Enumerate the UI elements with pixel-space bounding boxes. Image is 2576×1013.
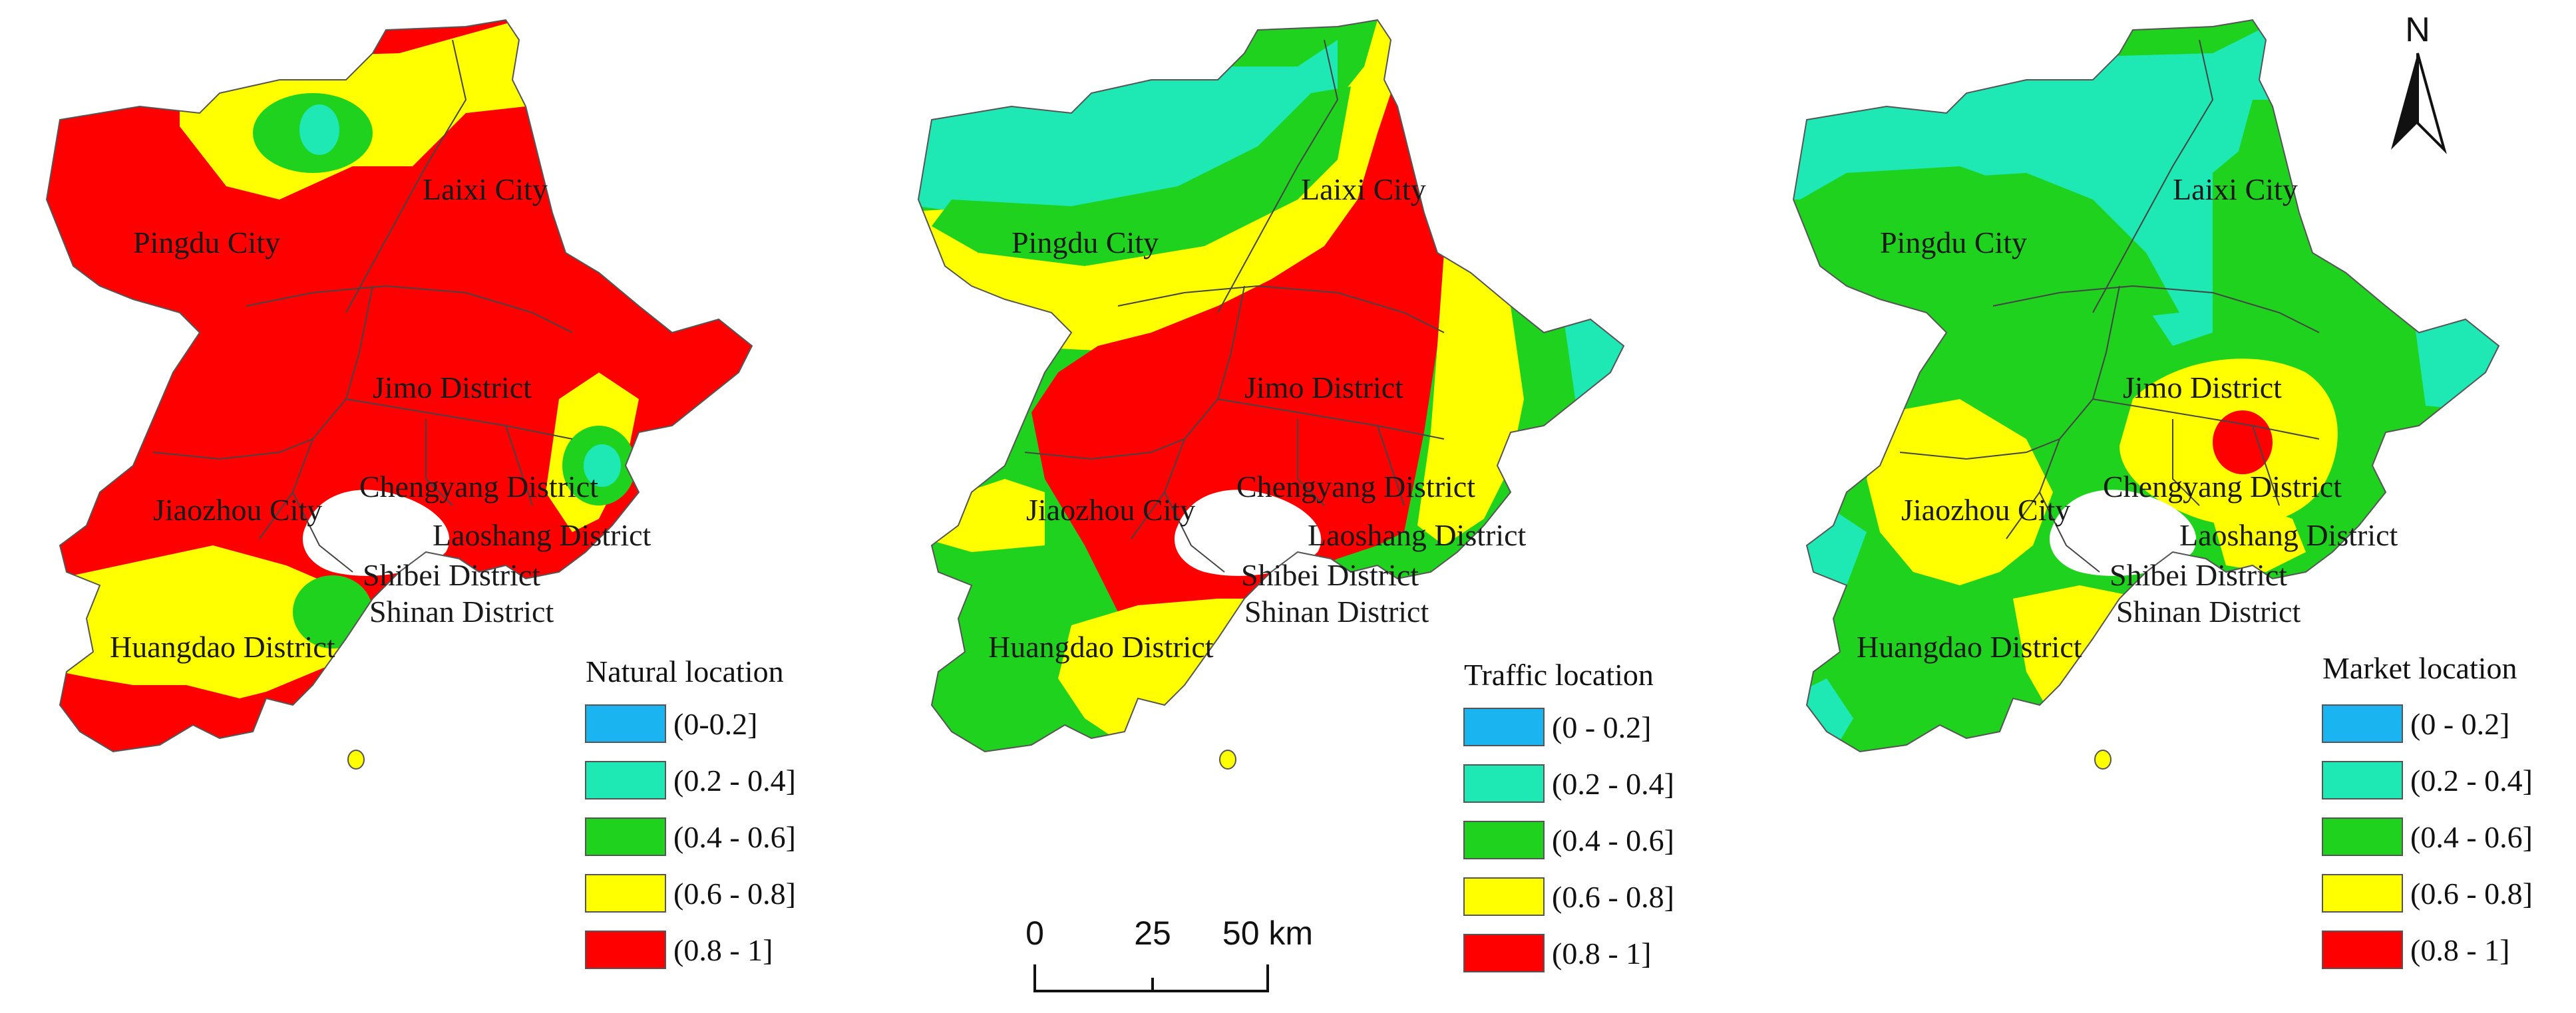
map-traffic-location: Pingdu City Laixi City Jimo District Jia… [918, 19, 1674, 972]
map-natural-location: Pingdu City Laixi City Jimo District Jia… [46, 19, 796, 969]
label-shibei: Shibei District [1241, 558, 1419, 592]
legend-swatch [585, 704, 666, 743]
label-jiaozhou: Jiaozhou City [1026, 493, 1195, 527]
legend-swatch [585, 931, 666, 969]
label-huangdao: Huangdao District [1857, 630, 2082, 664]
scale-tick-label: 25 [1134, 915, 1171, 952]
legend-label: (0.4 - 0.6] [2410, 820, 2533, 854]
legend-label: (0.2 - 0.4] [1552, 767, 1674, 801]
label-laoshang: Laoshang District [1308, 518, 1527, 552]
scale-bar-line [1033, 964, 1269, 992]
legend-swatch [2322, 931, 2403, 969]
label-chengyang: Chengyang District [2103, 470, 2342, 504]
label-shinan: Shinan District [369, 595, 554, 629]
legend-label: (0 - 0.2] [2410, 707, 2509, 741]
label-jimo: Jimo District [373, 370, 532, 404]
legend-label: (0.8 - 1] [1552, 937, 1651, 970]
legend-label: (0.2 - 0.4] [673, 764, 796, 797]
legend-label: (0.4 - 0.6] [673, 820, 796, 854]
label-shibei: Shibei District [2110, 558, 2287, 592]
legend-label: (0.6 - 0.8] [2410, 877, 2533, 911]
legend-swatch [585, 817, 666, 856]
legend-label: (0.8 - 1] [673, 933, 773, 967]
legend-swatch [2322, 817, 2403, 856]
legend-title: Market location [2322, 651, 2517, 685]
map-market-location: Pingdu City Laixi City Jimo District Jia… [1793, 11, 2533, 969]
legend-traffic: Traffic location (0 - 0.2] (0.2 - 0.4] (… [1463, 658, 1674, 972]
label-jiaozhou: Jiaozhou City [153, 493, 322, 527]
north-arrow-icon [2391, 53, 2447, 154]
legend-natural: Natural location (0-0.2] (0.2 - 0.4] (0.… [585, 654, 796, 969]
label-shibei: Shibei District [363, 558, 540, 592]
label-shinan: Shinan District [2116, 595, 2300, 629]
label-laoshang: Laoshang District [2179, 518, 2398, 552]
legend-swatch [1463, 821, 1545, 859]
label-laixi: Laixi City [423, 172, 548, 206]
label-chengyang: Chengyang District [359, 470, 598, 504]
legend-swatch [1463, 877, 1545, 916]
label-pingdu: Pingdu City [1012, 225, 1159, 259]
label-jiaozhou: Jiaozhou City [1901, 493, 2070, 527]
scale-bar: 0 25 50 km [1025, 915, 1313, 992]
label-laixi: Laixi City [1301, 172, 1426, 206]
label-jimo: Jimo District [1244, 370, 1403, 404]
legend-label: (0.2 - 0.4] [2410, 764, 2533, 797]
legend-swatch [585, 761, 666, 799]
legend-swatch [2322, 874, 2403, 913]
legend-swatch [2322, 761, 2403, 799]
label-laoshang: Laoshang District [433, 518, 651, 552]
label-pingdu: Pingdu City [1880, 225, 2027, 259]
legend-swatch [585, 874, 666, 913]
label-jimo: Jimo District [2123, 370, 2282, 404]
scale-tick-label: 50 km [1222, 915, 1313, 952]
legend-swatch [1463, 934, 1545, 972]
legend-market: Market location (0 - 0.2] (0.2 - 0.4] (0… [2322, 651, 2533, 969]
legend-swatch [1463, 708, 1545, 746]
legend-label: (0-0.2] [673, 707, 757, 741]
legend-label: (0.4 - 0.6] [1552, 823, 1674, 857]
label-huangdao: Huangdao District [110, 630, 335, 664]
legend-swatch [2322, 704, 2403, 743]
legend-label: (0 - 0.2] [1552, 710, 1651, 744]
legend-label: (0.6 - 0.8] [673, 877, 796, 911]
legend-label: (0.8 - 1] [2410, 933, 2509, 967]
legend-title: Traffic location [1464, 658, 1654, 692]
scale-tick-label: 0 [1025, 915, 1044, 952]
label-laixi: Laixi City [2173, 172, 2298, 206]
north-arrow: N [2391, 11, 2447, 154]
north-label: N [2405, 11, 2430, 49]
legend-swatch [1463, 764, 1545, 803]
legend-label: (0.6 - 0.8] [1552, 880, 1674, 914]
label-pingdu: Pingdu City [133, 225, 280, 259]
label-huangdao: Huangdao District [988, 630, 1214, 664]
label-shinan: Shinan District [1244, 595, 1429, 629]
legend-title: Natural location [586, 654, 784, 688]
label-chengyang: Chengyang District [1236, 470, 1475, 504]
